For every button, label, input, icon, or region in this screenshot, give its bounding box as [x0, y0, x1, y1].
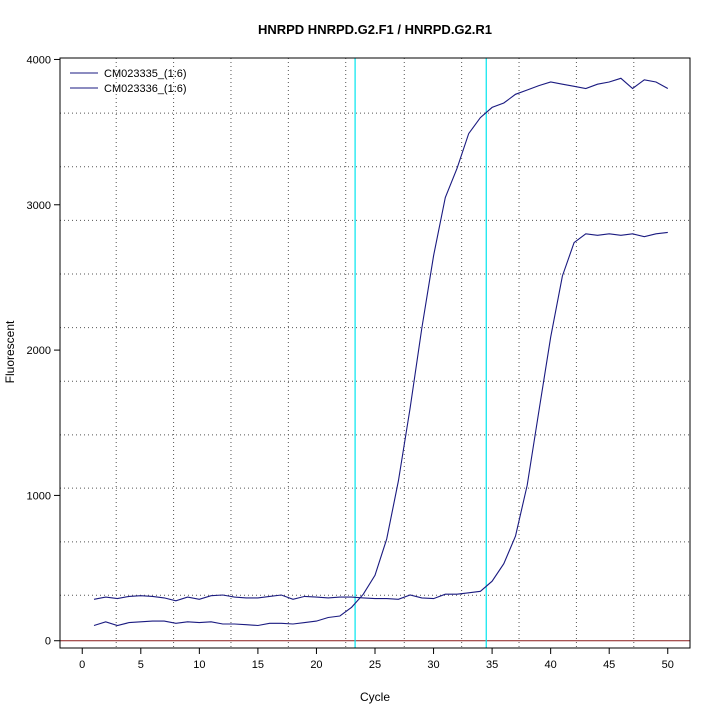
x-tick-label: 35 [486, 659, 498, 671]
axis-layer: 0 5 10 15 20 25 30 35 40 45 50 0 1000 2000 3000 4000 [27, 54, 674, 671]
legend-label-series-1: CM023335_(1:6) [104, 68, 187, 80]
x-tick-label: 25 [369, 659, 381, 671]
x-tick-label: 50 [662, 659, 674, 671]
grid-layer [60, 58, 690, 648]
y-tick-label: 4000 [27, 54, 51, 66]
y-axis-label: Fluorescent [3, 320, 17, 383]
series-line-1 [93, 77, 669, 627]
marker-layer [60, 58, 690, 648]
x-tick-label: 15 [252, 659, 264, 671]
y-tick-label: 1000 [27, 490, 51, 502]
y-tick-label: 2000 [27, 345, 51, 357]
legend: CM023335_(1:6) CM023336_(1:6) [70, 68, 187, 95]
x-tick-label: 0 [79, 659, 85, 671]
x-tick-label: 10 [193, 659, 205, 671]
x-tick-label: 5 [138, 659, 144, 671]
series-layer [93, 77, 669, 627]
x-axis-label: Cycle [360, 690, 390, 704]
x-tick-label: 40 [545, 659, 557, 671]
y-tick-label: 3000 [27, 200, 51, 212]
x-tick-label: 20 [310, 659, 322, 671]
x-tick-label: 30 [427, 659, 439, 671]
legend-label-series-2: CM023336_(1:6) [104, 83, 187, 95]
x-tick-label: 45 [603, 659, 615, 671]
y-tick-label: 0 [45, 636, 51, 648]
chart-title: HNRPD HNRPD.G2.F1 / HNRPD.G2.R1 [258, 22, 492, 37]
series-line-2 [93, 231, 668, 602]
